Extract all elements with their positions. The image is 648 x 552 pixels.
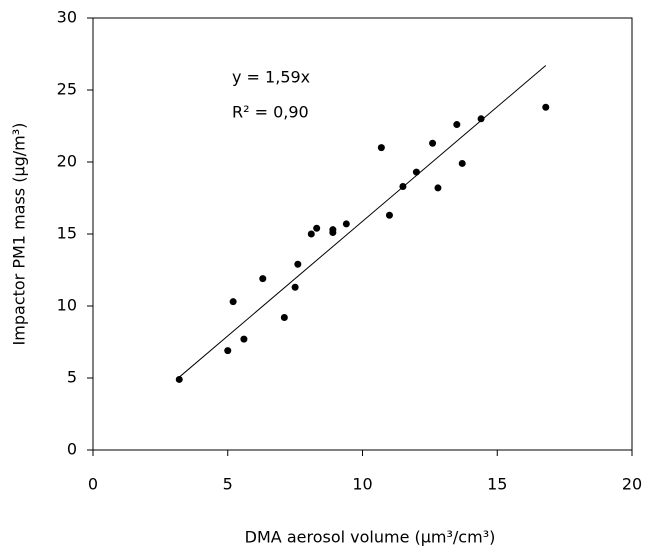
data-point <box>294 260 302 268</box>
data-point <box>329 226 337 234</box>
data-point <box>542 103 550 111</box>
x-tick-label: 5 <box>223 475 233 494</box>
data-point <box>399 182 407 190</box>
y-tick-label: 10 <box>57 296 77 315</box>
data-point <box>280 314 288 322</box>
y-tick-label: 0 <box>67 440 77 459</box>
data-point <box>240 335 248 343</box>
data-point <box>434 184 442 192</box>
x-tick-label: 10 <box>352 475 372 494</box>
data-point <box>259 275 267 283</box>
data-point <box>342 220 350 228</box>
x-tick-label: 0 <box>88 475 98 494</box>
data-point <box>453 121 461 129</box>
x-tick-label: 15 <box>487 475 507 494</box>
r-squared: R² = 0,90 <box>232 103 309 122</box>
data-point <box>175 375 183 383</box>
y-axis-label: Impactor PM1 mass (µg/m³) <box>10 123 29 346</box>
data-point <box>429 139 437 147</box>
equation: y = 1,59x <box>232 68 310 87</box>
data-point <box>377 144 385 152</box>
data-point <box>477 115 485 123</box>
y-tick-label: 25 <box>57 80 77 99</box>
data-point <box>291 283 299 291</box>
data-point <box>385 211 393 219</box>
plot-frame <box>92 17 633 451</box>
y-tick-label: 30 <box>57 8 77 27</box>
data-point <box>307 230 315 238</box>
data-point <box>224 347 232 355</box>
y-tick-label: 5 <box>67 368 77 387</box>
y-tick-label: 15 <box>57 224 77 243</box>
x-tick-label: 20 <box>622 475 642 494</box>
y-tick-label: 20 <box>57 152 77 171</box>
data-point <box>313 224 321 232</box>
x-axis-label: DMA aerosol volume (µm³/cm³) <box>245 528 496 547</box>
data-point <box>458 159 466 167</box>
data-point <box>229 298 237 306</box>
data-point <box>412 168 420 176</box>
